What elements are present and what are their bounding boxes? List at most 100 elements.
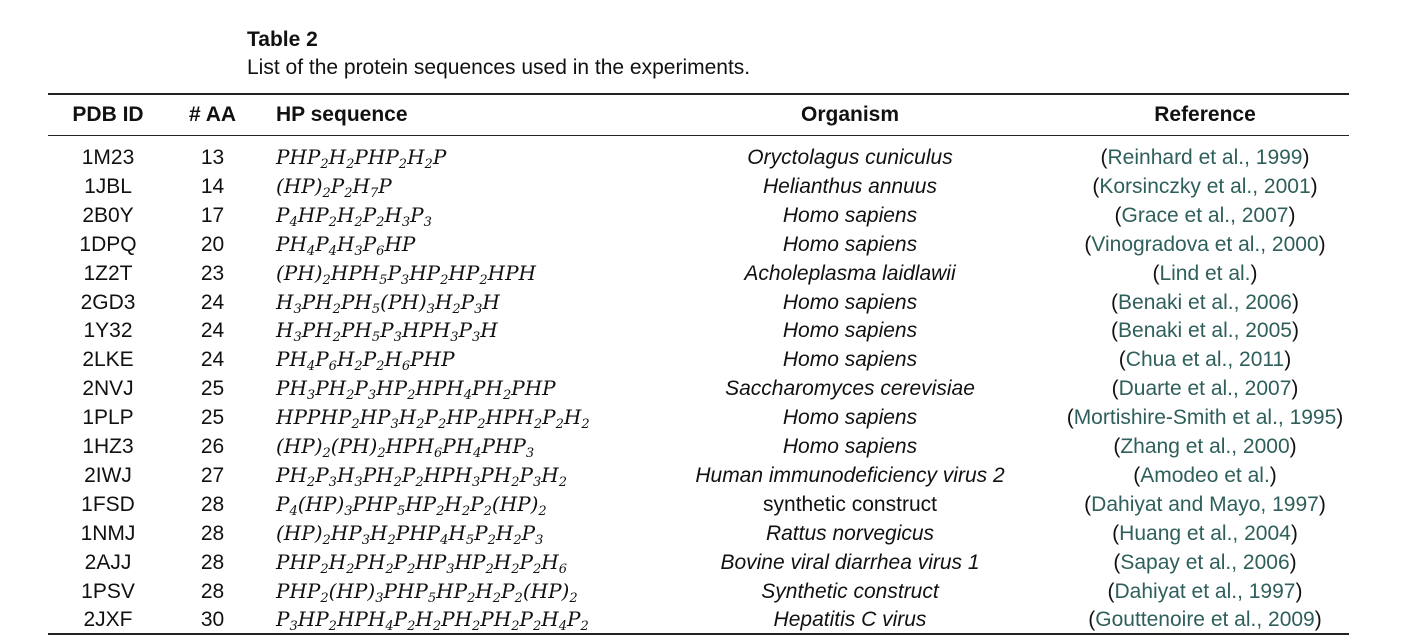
sequence-token: P (340, 289, 355, 314)
cell-reference: (Benaki et al., 2005) (1040, 316, 1370, 345)
sequence-subscript: 2 (322, 185, 331, 201)
sequence-token: P (566, 607, 581, 632)
sequence-token: P (474, 520, 488, 545)
sequence-subscript: 2 (387, 532, 396, 548)
sequence-token: H (289, 145, 307, 169)
cell-pdb-id: 1FSD (81, 492, 135, 516)
sequence-subscript: 2 (477, 417, 486, 433)
reference-link[interactable]: Chua et al., 2011 (1125, 348, 1285, 372)
sequence-subscript: 2 (479, 272, 488, 288)
sequence-token: H (401, 318, 420, 343)
reference-link[interactable]: Amodeo et al. (1140, 463, 1270, 487)
cell-num-aa: 28 (200, 492, 225, 516)
reference-link[interactable]: Duarte et al., 2007 (1118, 377, 1292, 401)
sequence-token: H (297, 607, 316, 632)
sequence-token: H (330, 260, 349, 285)
table-row: 1Z2T 23 (PH)2HPH5P3HP2HP2HPH Acholeplasma l… (0, 259, 1424, 288)
sequence-subscript: 3 (426, 301, 435, 317)
sequence-token: P (441, 607, 455, 632)
table-caption: Table 2 List of the protein sequences us… (247, 26, 750, 82)
sequence-token: H (541, 462, 559, 487)
reference-link[interactable]: Benaki et al., 2005 (1118, 319, 1292, 343)
reference-link[interactable]: Reinhard et al., 1999 (1107, 146, 1303, 169)
sequence-token: P (419, 318, 433, 343)
reference-link[interactable]: Lind et al. (1159, 261, 1251, 285)
sequence-subscript: 6 (376, 243, 385, 259)
sequence-token: P (276, 202, 290, 227)
sequence-token: H (423, 347, 442, 372)
sequence-token: P (276, 145, 290, 169)
cell-reference: (Huang et al., 2004) (1040, 519, 1370, 548)
reference-link[interactable]: Zhang et al., 2000 (1120, 435, 1290, 458)
sequence-subscript: 3 (472, 330, 481, 346)
sequence-subscript: 3 (306, 388, 316, 404)
sequence-token: P (276, 491, 290, 516)
reference-close-paren: ) (1310, 174, 1318, 198)
sequence-token: H (336, 231, 355, 256)
sequence-token: P (426, 520, 441, 545)
sequence-token: H (516, 405, 534, 430)
cell-hp-sequence: PH4P4H3P6HP (276, 230, 415, 259)
reference-link[interactable]: Huang et al., 2004 (1119, 521, 1291, 545)
reference-link[interactable]: Gouttenoire et al., 2009 (1095, 608, 1315, 632)
reference-close-paren: ) (1250, 261, 1258, 285)
table-row: 1DPQ 20 PH4P4H3P6HP Homo sapiens (Vinogradov… (0, 230, 1424, 259)
sequence-subscript: 4 (473, 446, 482, 461)
table-row: 2IWJ 27 PH2P3H3PH2P2HPH3PH2P3H2 Human immun… (0, 461, 1424, 490)
sequence-token: P (472, 549, 486, 574)
sequence-token: H (384, 231, 402, 256)
sequence-token: P (340, 318, 355, 343)
sequence-token: H (315, 289, 333, 314)
sequence-token: P (453, 578, 468, 603)
reference-link[interactable]: Grace et al., 2007 (1121, 203, 1289, 227)
sequence-subscript: 3 (400, 272, 410, 288)
reference-open-paren: ( (1111, 319, 1119, 343)
reference-link[interactable]: Mortishire-Smith et al., 1995 (1073, 406, 1337, 430)
reference-open-paren: ( (1113, 550, 1121, 574)
cell-num-aa: 17 (200, 203, 225, 227)
sequence-token: P (470, 491, 484, 516)
reference-link[interactable]: Korsinczky et al., 2001 (1099, 174, 1311, 198)
cell-organism: Hepatitis C virus (773, 608, 927, 632)
cell-num-aa: 24 (200, 319, 225, 343)
sequence-subscript: 2 (438, 417, 447, 433)
sequence-token: H (328, 376, 347, 401)
sequence-token: P (395, 520, 410, 545)
sequence-token: P (276, 347, 290, 372)
sequence-token: H (482, 289, 500, 314)
reference-link[interactable]: Vinogradova et al., 2000 (1091, 232, 1319, 256)
sequence-subscript: 3 (472, 474, 481, 490)
cell-organism: Acholeplasma laidlawii (744, 261, 956, 285)
sequence-token: P (354, 607, 368, 632)
sequence-token: H (336, 202, 355, 227)
sequence-token: H (370, 520, 388, 545)
reference-link[interactable]: Dahiyat et al., 1997 (1114, 579, 1296, 603)
sequence-token: P (519, 607, 533, 632)
reference-link[interactable]: Sapay et al., 2006 (1120, 550, 1290, 574)
reference-link[interactable]: Dahiyat and Mayo, 1997 (1091, 492, 1319, 516)
sequence-token: P (362, 462, 377, 487)
sequence-token: H (354, 318, 372, 343)
reference-link[interactable]: Benaki et al., 2006 (1118, 290, 1292, 314)
reference-open-paren: ( (1088, 608, 1096, 632)
sequence-subscript: 2 (322, 532, 331, 548)
sequence-token: H (494, 434, 513, 458)
sequence-token: H (423, 462, 442, 487)
table-row: 2NVJ 25 PH3PH2P3HP2HPH4PH2PHP Saccharomyces… (0, 374, 1424, 403)
cell-hp-sequence: (HP)2HP3H2PHP4H5P2H2P3 (276, 519, 543, 548)
sequence-token: P (354, 549, 368, 574)
sequence-subscript: 3 (423, 214, 432, 230)
sequence-token: H (446, 405, 464, 430)
sequence-subscript: 4 (306, 243, 316, 259)
sequence-subscript: 5 (371, 330, 381, 346)
table-row: 2JXF 30 P3HP2HPH4P2H2PH2PH2P2H4P2 Hepatitis… (0, 605, 1424, 634)
header-pdb-id: PDB ID (72, 103, 144, 126)
cell-reference: (Grace et al., 2007) (1040, 201, 1370, 230)
sequence-token: H (518, 260, 536, 285)
sequence-token: P (465, 260, 480, 285)
cell-reference: (Gouttenoire et al., 2009) (1040, 605, 1370, 634)
sequence-subscript: 2 (332, 301, 341, 317)
cell-organism: Homo sapiens (782, 290, 918, 314)
sequence-token: H (289, 376, 307, 401)
sequence-token: H (524, 376, 543, 401)
